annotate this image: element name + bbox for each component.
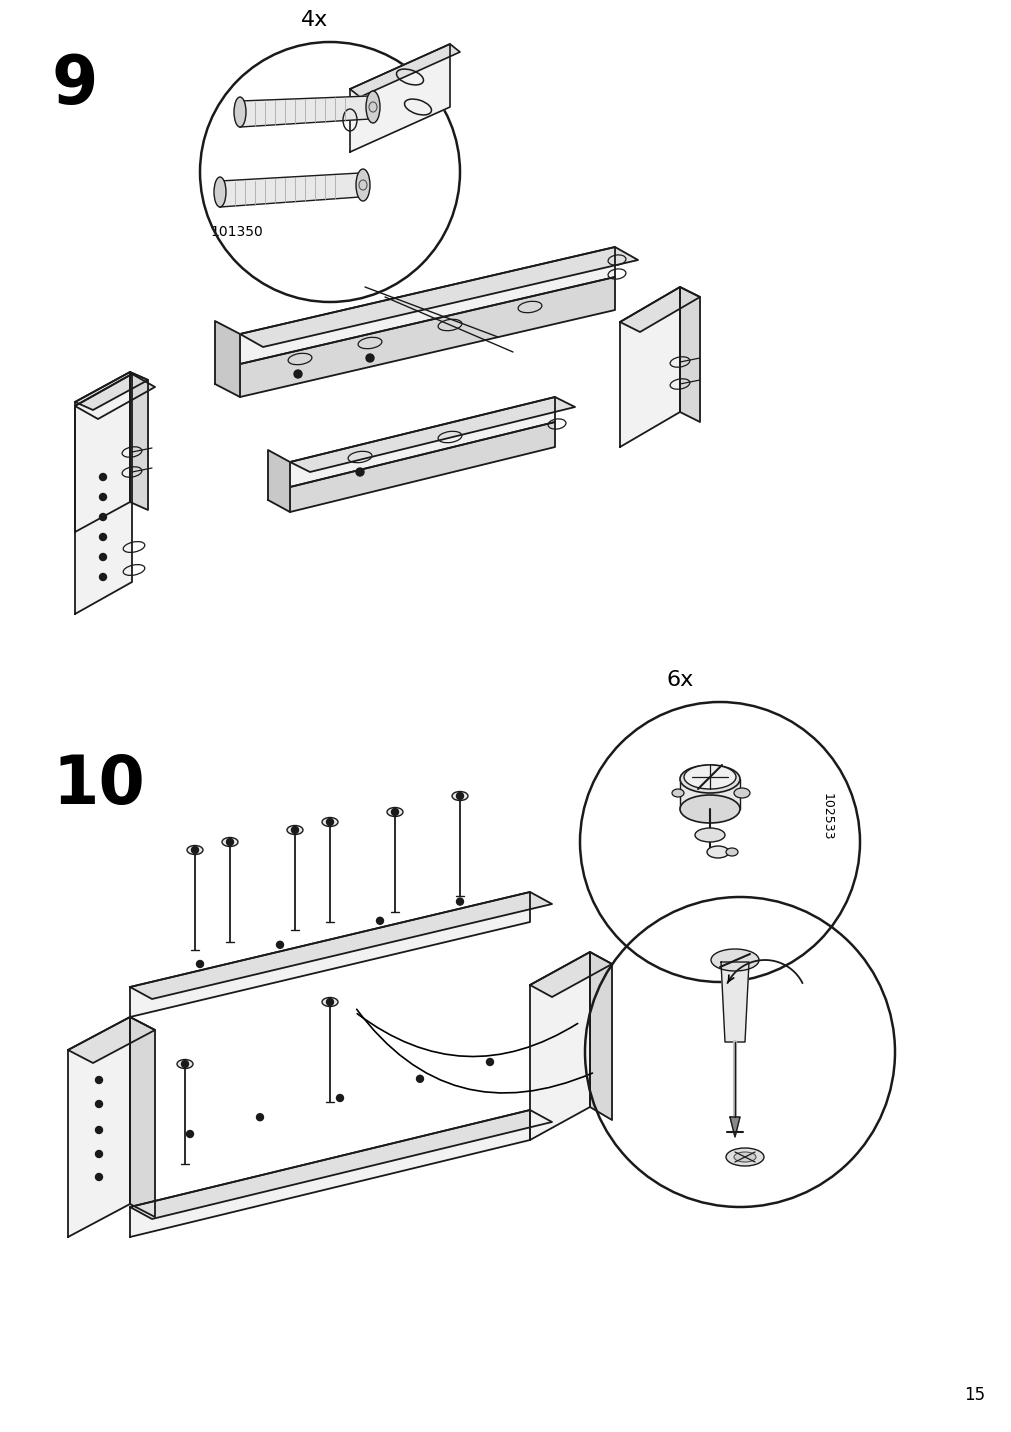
- Polygon shape: [129, 892, 530, 1017]
- Polygon shape: [530, 952, 589, 1140]
- Polygon shape: [129, 372, 148, 510]
- Polygon shape: [720, 962, 748, 1042]
- Circle shape: [337, 1094, 343, 1101]
- Ellipse shape: [287, 825, 302, 835]
- Ellipse shape: [356, 169, 370, 200]
- Circle shape: [276, 941, 283, 948]
- Circle shape: [291, 826, 298, 833]
- Circle shape: [99, 534, 106, 540]
- Polygon shape: [620, 286, 679, 447]
- Circle shape: [181, 1061, 188, 1067]
- Polygon shape: [290, 397, 574, 473]
- Circle shape: [294, 369, 301, 378]
- Circle shape: [99, 573, 106, 580]
- Text: 15: 15: [963, 1386, 985, 1403]
- Text: 9: 9: [52, 52, 98, 117]
- Ellipse shape: [707, 846, 728, 858]
- Ellipse shape: [321, 818, 338, 826]
- Ellipse shape: [679, 795, 739, 823]
- Ellipse shape: [733, 1151, 755, 1161]
- Polygon shape: [129, 1017, 155, 1217]
- Circle shape: [417, 1075, 423, 1083]
- Ellipse shape: [725, 848, 737, 856]
- Circle shape: [191, 846, 198, 853]
- Text: 101350: 101350: [210, 225, 263, 239]
- Ellipse shape: [452, 792, 467, 800]
- Ellipse shape: [221, 838, 238, 846]
- Polygon shape: [129, 1110, 530, 1237]
- Circle shape: [99, 474, 106, 481]
- Ellipse shape: [683, 765, 735, 789]
- Polygon shape: [240, 96, 370, 127]
- Polygon shape: [350, 44, 450, 152]
- Polygon shape: [620, 286, 700, 332]
- Circle shape: [95, 1101, 102, 1107]
- Circle shape: [366, 354, 374, 362]
- Ellipse shape: [711, 949, 758, 971]
- Circle shape: [226, 839, 234, 845]
- Ellipse shape: [321, 998, 338, 1007]
- Text: 4x: 4x: [301, 10, 329, 30]
- Circle shape: [456, 898, 463, 905]
- Circle shape: [95, 1150, 102, 1157]
- Polygon shape: [129, 892, 551, 1000]
- Polygon shape: [729, 1117, 739, 1137]
- Polygon shape: [679, 779, 739, 809]
- Polygon shape: [75, 372, 148, 410]
- Ellipse shape: [213, 178, 225, 208]
- Polygon shape: [219, 173, 360, 208]
- Circle shape: [327, 819, 334, 825]
- Text: 10: 10: [52, 752, 145, 818]
- Polygon shape: [68, 1017, 155, 1063]
- Polygon shape: [350, 44, 460, 97]
- Circle shape: [456, 792, 463, 799]
- Ellipse shape: [187, 845, 203, 855]
- Circle shape: [391, 809, 398, 815]
- Polygon shape: [129, 1110, 551, 1219]
- Circle shape: [376, 918, 383, 924]
- Polygon shape: [68, 1017, 129, 1237]
- Polygon shape: [530, 952, 612, 997]
- Ellipse shape: [386, 808, 402, 816]
- Circle shape: [327, 998, 334, 1005]
- Circle shape: [95, 1077, 102, 1084]
- Text: 102533: 102533: [820, 793, 833, 841]
- Polygon shape: [214, 321, 240, 397]
- Ellipse shape: [733, 788, 749, 798]
- Ellipse shape: [366, 92, 379, 123]
- Polygon shape: [290, 397, 554, 487]
- Circle shape: [256, 1114, 263, 1121]
- Polygon shape: [290, 422, 554, 513]
- Circle shape: [186, 1130, 193, 1137]
- Ellipse shape: [725, 1148, 763, 1166]
- Circle shape: [95, 1127, 102, 1134]
- Circle shape: [486, 1058, 493, 1065]
- Polygon shape: [240, 246, 615, 364]
- Polygon shape: [75, 374, 155, 420]
- Circle shape: [356, 468, 364, 475]
- Polygon shape: [679, 286, 700, 422]
- Circle shape: [95, 1173, 102, 1180]
- Circle shape: [99, 514, 106, 520]
- Circle shape: [196, 961, 203, 968]
- Circle shape: [99, 494, 106, 501]
- Ellipse shape: [671, 789, 683, 798]
- Polygon shape: [75, 374, 131, 614]
- Circle shape: [99, 554, 106, 560]
- Polygon shape: [589, 952, 612, 1120]
- Ellipse shape: [679, 765, 739, 793]
- Polygon shape: [75, 372, 129, 533]
- Polygon shape: [240, 246, 637, 347]
- Polygon shape: [240, 276, 615, 397]
- Text: 6x: 6x: [665, 670, 693, 690]
- Ellipse shape: [234, 97, 246, 127]
- Ellipse shape: [177, 1060, 193, 1068]
- Ellipse shape: [695, 828, 724, 842]
- Polygon shape: [268, 450, 290, 513]
